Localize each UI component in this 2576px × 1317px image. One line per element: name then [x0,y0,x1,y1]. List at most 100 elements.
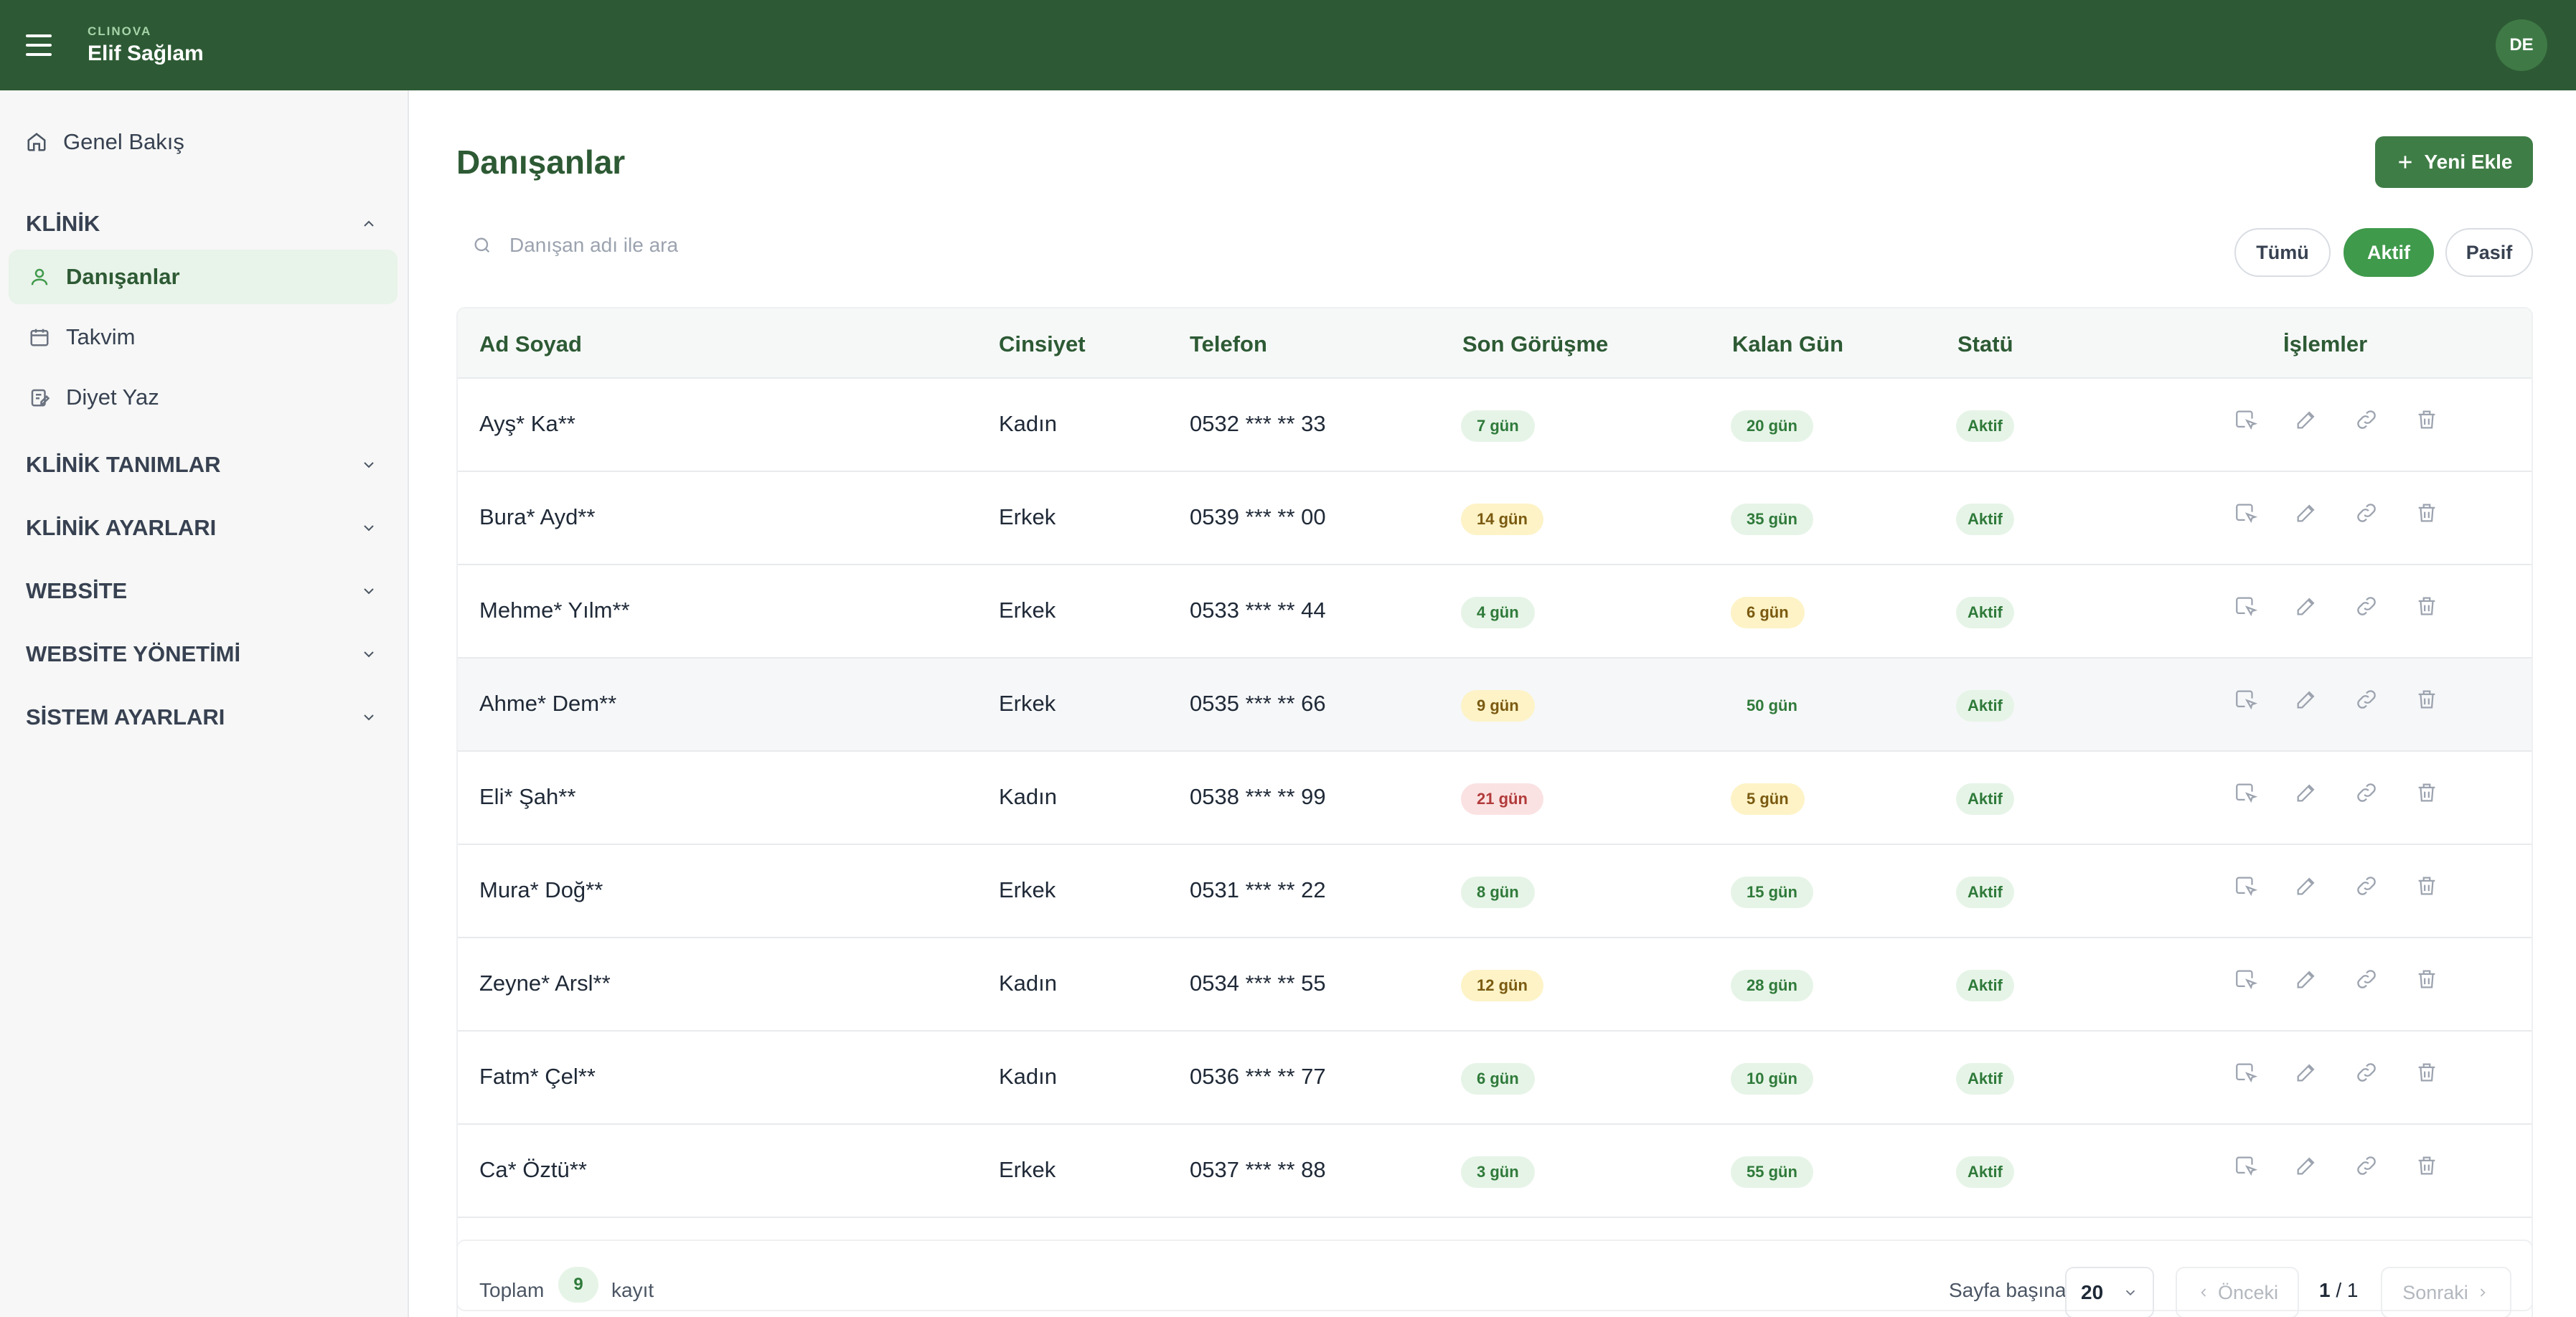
section-website-yonetimi[interactable]: WEBSİTE YÖNETİMİ [26,641,377,667]
select-action-button[interactable] [2216,780,2276,805]
remaining-days-badge: 10 gün [1731,1063,1813,1095]
sidebar: Genel Bakış KLİNİK Danışanlar Takvim Diy… [0,90,409,1317]
link-action-button[interactable] [2336,501,2397,525]
link-action-button[interactable] [2336,1060,2397,1085]
trash-action-button[interactable] [2397,1060,2457,1085]
trash-action-button[interactable] [2397,967,2457,991]
trash-icon [2418,970,2435,988]
link-action-button[interactable] [2336,1153,2397,1178]
trash-action-button[interactable] [2397,594,2457,618]
table-row[interactable]: Fatm* Çel** Kadın 0536 *** ** 77 6 gün 10 gü… [458,1032,2532,1125]
per-page-select[interactable]: 20 [2065,1267,2154,1317]
link-action-button[interactable] [2336,407,2397,432]
table-row[interactable]: Ca* Öztü** Erkek 0537 *** ** 88 3 gün 55 gün… [458,1125,2532,1218]
sidebar-item-danisanlar[interactable]: Danışanlar [9,250,398,304]
client-name[interactable]: Mura* Doğ** [479,877,603,902]
client-gender: Kadın [999,411,1058,436]
header-phone[interactable]: Telefon [1190,331,1267,357]
trash-action-button[interactable] [2397,874,2457,898]
trash-action-button[interactable] [2397,407,2457,432]
select-action-button[interactable] [2216,1153,2276,1178]
link-action-button[interactable] [2336,594,2397,618]
section-sistem-ayarlari[interactable]: SİSTEM AYARLARI [26,704,377,730]
client-name[interactable]: Eli* Şah** [479,784,576,809]
row-actions [2216,407,2457,432]
sidebar-item-overview[interactable]: Genel Bakış [26,129,184,155]
select-action-button[interactable] [2216,501,2276,525]
filter-all-button[interactable]: Tümü [2234,228,2331,277]
select-action-button[interactable] [2216,687,2276,712]
menu-icon[interactable] [26,34,52,56]
table-row[interactable]: Mura* Doğ** Erkek 0531 *** ** 22 8 gün 15 gü… [458,845,2532,938]
search-field[interactable]: Danışan adı ile ara [472,234,678,257]
client-name[interactable]: Zeyne* Arsl** [479,971,611,996]
edit-action-button[interactable] [2276,1153,2336,1178]
trash-action-button[interactable] [2397,1153,2457,1178]
edit-action-button[interactable] [2276,780,2336,805]
link-icon [2357,690,2376,709]
previous-page-button[interactable]: Önceki [2176,1267,2299,1317]
section-klinik[interactable]: KLİNİK [26,211,377,237]
client-name[interactable]: Ahme* Dem** [479,691,617,716]
select-action-button[interactable] [2216,874,2276,898]
client-name[interactable]: Bura* Ayd** [479,504,596,529]
edit-action-button[interactable] [2276,407,2336,432]
link-action-button[interactable] [2336,967,2397,991]
section-klinik-tanimlar[interactable]: KLİNİK TANIMLAR [26,452,377,478]
client-name[interactable]: Ayş* Ka** [479,411,575,436]
link-action-button[interactable] [2336,874,2397,898]
filter-active-button[interactable]: Aktif [2344,228,2434,277]
header-gender[interactable]: Cinsiyet [999,331,1086,357]
link-action-button[interactable] [2336,780,2397,805]
header-remaining-days[interactable]: Kalan Gün [1732,331,1844,357]
table-row[interactable]: Mehme* Yılm** Erkek 0533 *** ** 44 4 gün 6 g… [458,565,2532,658]
add-client-button[interactable]: Yeni Ekle [2375,136,2533,188]
edit-action-button[interactable] [2276,967,2336,991]
table-row[interactable]: Zeyne* Arsl** Kadın 0534 *** ** 55 12 gün 28… [458,938,2532,1032]
header-name[interactable]: Ad Soyad [479,331,582,357]
select-icon [2236,690,2258,710]
sidebar-item-diyet-yaz[interactable]: Diyet Yaz [9,370,398,425]
table-row[interactable]: Eli* Şah** Kadın 0538 *** ** 99 21 gün 5 gün… [458,752,2532,845]
edit-action-button[interactable] [2276,501,2336,525]
filter-passive-button[interactable]: Pasif [2445,228,2533,277]
table-row[interactable]: Bura* Ayd** Erkek 0539 *** ** 00 14 gün 35 g… [458,472,2532,565]
next-page-button[interactable]: Sonraki [2381,1267,2511,1317]
client-gender: Kadın [999,971,1058,996]
search-input[interactable]: Danışan adı ile ara [509,234,679,256]
select-action-button[interactable] [2216,967,2276,991]
client-name[interactable]: Mehme* Yılm** [479,598,630,623]
brand-label: CLINOVA [88,24,152,38]
avatar[interactable]: DE [2496,19,2547,71]
page-indicator: 1 / 1 [2319,1279,2359,1301]
header-status[interactable]: Statü [1957,331,2013,357]
client-name[interactable]: Fatm* Çel** [479,1064,596,1089]
edit-action-button[interactable] [2276,594,2336,618]
table-row[interactable]: Ahme* Dem** Erkek 0535 *** ** 66 9 gün 50 gü… [458,658,2532,752]
link-action-button[interactable] [2336,687,2397,712]
client-phone: 0539 *** ** 00 [1190,504,1326,529]
edit-action-button[interactable] [2276,874,2336,898]
row-actions [2216,594,2457,618]
sidebar-item-takvim[interactable]: Takvim [9,310,398,364]
client-name[interactable]: Ca* Öztü** [479,1157,587,1182]
per-page-value: 20 [2081,1281,2104,1303]
select-action-button[interactable] [2216,594,2276,618]
select-icon [2236,1063,2258,1083]
section-website[interactable]: WEBSİTE [26,578,377,604]
remaining-days-badge: 55 gün [1731,1156,1813,1188]
section-klinik-ayarlari[interactable]: KLİNİK AYARLARI [26,515,377,541]
status-badge: Aktif [1956,690,2014,722]
select-action-button[interactable] [2216,1060,2276,1085]
section-label: KLİNİK AYARLARI [26,515,217,540]
table-row[interactable]: Ayş* Ka** Kadın 0532 *** ** 33 7 gün 20 gün A… [458,379,2532,472]
edit-action-button[interactable] [2276,687,2336,712]
select-action-button[interactable] [2216,407,2276,432]
trash-action-button[interactable] [2397,780,2457,805]
edit-action-button[interactable] [2276,1060,2336,1085]
remaining-days-badge: 35 gün [1731,504,1813,535]
chevron-up-icon [364,220,374,227]
trash-action-button[interactable] [2397,687,2457,712]
header-last-meeting[interactable]: Son Görüşme [1462,331,1609,357]
trash-action-button[interactable] [2397,501,2457,525]
